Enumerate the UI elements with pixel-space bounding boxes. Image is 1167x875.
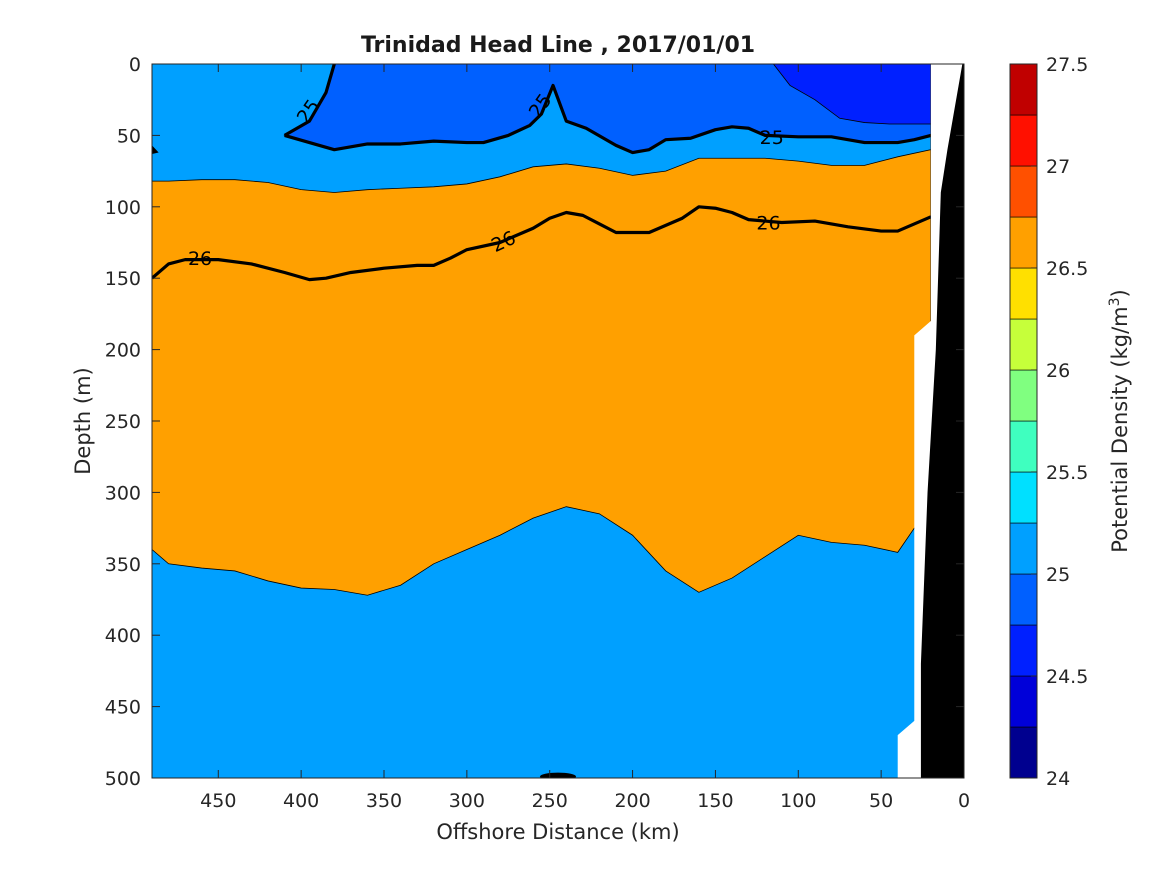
y-tick-label-1: 50: [117, 125, 141, 147]
contour-label-26-a: 26: [188, 248, 212, 270]
colorbar-swatch-12: [1009, 114, 1038, 167]
x-tick-label-7: 100: [780, 790, 816, 812]
colorbar-swatch-6: [1009, 420, 1038, 473]
contour-label-25-c: 25: [760, 127, 784, 149]
fill-overlay-2: [772, 64, 932, 125]
x-axis-label: Offshore Distance (km): [436, 820, 679, 844]
y-tick-label-9: 450: [105, 697, 141, 719]
x-tick-label-0: 450: [200, 790, 236, 812]
colorbar-ticks: 24 24.5 25 25.5 26 26.5 27 27.5: [1031, 54, 1088, 790]
colorbar-tick-label-4: 26: [1046, 360, 1070, 382]
colorbar-frame: [1009, 63, 1038, 779]
colorbar-swatch-13: [1009, 63, 1038, 116]
colorbar-swatch-11: [1009, 165, 1038, 218]
land-mask: [920, 64, 964, 778]
colorbar-swatch-7: [1009, 369, 1038, 422]
bathymetry-mask: [897, 64, 964, 778]
x-tick-label-9: 0: [958, 790, 970, 812]
y-tick-label-7: 350: [105, 554, 141, 576]
colorbar-tick-label-1: 24.5: [1046, 666, 1088, 688]
x-axis-ticks: 450 400 350 300 250 200 150 100 50 0: [200, 64, 970, 812]
contour-lines: [152, 64, 932, 282]
y-axis-ticks: 0 50 100 150 200 250 300 350 400 450 500: [105, 54, 964, 790]
contour-25: [284, 83, 932, 155]
chart-title: Trinidad Head Line , 2017/01/01: [361, 33, 755, 58]
colorbar: 24 24.5 25 25.5 26 26.5 27 27.5 Potential Densi…: [1009, 54, 1132, 790]
edge-feature: [152, 145, 159, 154]
y-tick-label-3: 150: [105, 268, 141, 290]
y-tick-label-6: 300: [105, 482, 141, 504]
contour-label-25-c-group: 25: [760, 127, 784, 149]
fill-band-6: [152, 64, 932, 596]
colorbar-swatch-8: [1009, 318, 1038, 371]
y-tick-label-2: 100: [105, 197, 141, 219]
y-tick-label-5: 250: [105, 411, 141, 433]
colorbar-swatch-9: [1009, 267, 1038, 320]
colorbar-tick-label-0: 24: [1046, 768, 1070, 790]
colorbar-label: Potential Density (kg/m3): [1107, 289, 1132, 553]
density-fill-layers: [152, 64, 964, 778]
colorbar-label-superscript: 3: [1107, 297, 1123, 306]
contour-label-26-c: 26: [756, 213, 780, 235]
colorbar-tick-label-7: 27.5: [1046, 54, 1088, 76]
colorbar-swatch-1: [1009, 675, 1038, 728]
x-tick-label-8: 50: [869, 790, 893, 812]
colorbar-tick-label-6: 27: [1046, 156, 1070, 178]
colorbar-swatch-2: [1009, 624, 1038, 677]
colorbar-swatch-3: [1009, 573, 1038, 626]
colorbar-label-main: Potential Density (kg/m: [1108, 306, 1132, 552]
y-tick-label-4: 200: [105, 340, 141, 362]
colorbar-tick-label-3: 25.5: [1046, 462, 1088, 484]
colorbar-swatch-4: [1009, 522, 1038, 575]
x-tick-label-4: 250: [532, 790, 568, 812]
contour-label-26-c-group: 26: [756, 213, 780, 235]
x-tick-label-1: 400: [283, 790, 319, 812]
colorbar-tick-label-2: 25: [1046, 564, 1070, 586]
y-tick-label-8: 400: [105, 625, 141, 647]
colorbar-swatches: [1009, 63, 1038, 779]
contour-26: [152, 205, 932, 282]
contour-25-upper: [283, 64, 336, 137]
x-tick-label-6: 150: [697, 790, 733, 812]
colorbar-swatch-10: [1009, 216, 1038, 269]
bottom-feature: [540, 772, 576, 778]
colorbar-swatch-5: [1009, 471, 1038, 524]
colorbar-tick-label-5: 26.5: [1046, 258, 1088, 280]
y-tick-label-10: 500: [105, 768, 141, 790]
colorbar-label-close: ): [1108, 289, 1132, 297]
x-tick-label-5: 200: [614, 790, 650, 812]
x-tick-label-3: 300: [449, 790, 485, 812]
x-tick-label-2: 350: [366, 790, 402, 812]
y-axis-label: Depth (m): [71, 367, 95, 474]
contour-label-26-a-group: 26: [188, 248, 212, 270]
colorbar-swatch-0: [1009, 726, 1038, 779]
y-tick-label-0: 0: [129, 54, 141, 76]
